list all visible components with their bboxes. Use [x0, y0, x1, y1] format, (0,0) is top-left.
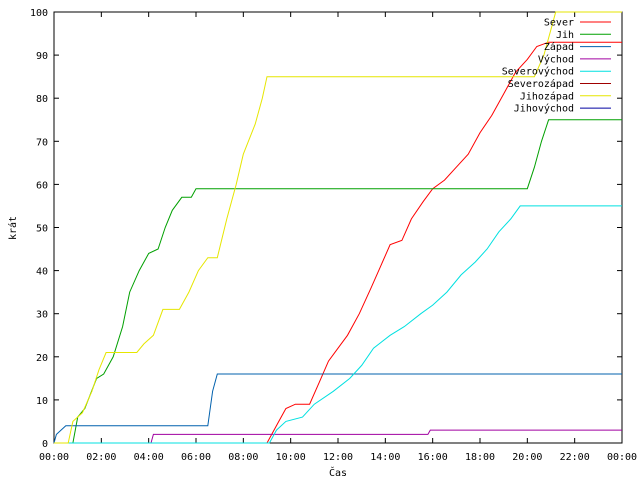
- x-tick-label: 22:00: [560, 452, 590, 463]
- x-tick-label: 02:00: [86, 452, 116, 463]
- y-tick-label: 50: [36, 224, 48, 235]
- y-tick-label: 20: [36, 353, 48, 364]
- x-tick-label: 12:00: [323, 452, 353, 463]
- legend-label: Západ: [544, 41, 574, 53]
- y-tick-label: 60: [36, 180, 48, 191]
- legend-label: Jih: [556, 30, 574, 41]
- legend-label: Sever: [544, 18, 574, 29]
- series-line: [54, 119, 622, 444]
- series-line: [54, 11, 622, 444]
- y-tick-label: 40: [36, 267, 48, 278]
- x-tick-label: 06:00: [181, 452, 211, 463]
- y-tick-label: 10: [36, 396, 48, 407]
- y-tick-label: 100: [30, 8, 48, 19]
- legend-label: Jihovýchod: [514, 103, 574, 115]
- series-line: [54, 41, 622, 444]
- y-tick-label: 80: [36, 94, 48, 105]
- legend-label: Jihozápad: [520, 90, 574, 102]
- x-tick-label: 14:00: [370, 452, 400, 463]
- x-tick-label: 20:00: [512, 452, 542, 463]
- y-tick-label: 90: [36, 51, 48, 62]
- series-lines: [53, 11, 622, 444]
- y-tick-label: 0: [42, 439, 48, 450]
- axis-ticks: 00:00 02:00 04:00 06:00 08:00 10:00 12:00 14:00…: [30, 8, 637, 463]
- x-tick-label: 00:00: [607, 452, 637, 463]
- y-tick-label: 70: [36, 137, 48, 148]
- series-line: [53, 373, 622, 444]
- x-tick-label: 00:00: [39, 452, 69, 463]
- x-tick-label: 08:00: [228, 452, 258, 463]
- legend-label: Severozápad: [508, 78, 574, 90]
- x-tick-label: 04:00: [134, 452, 164, 463]
- legend-label: Východ: [538, 53, 574, 65]
- legend: SeverJihZápadVýchodSeverovýchodSeverozáp…: [502, 18, 611, 115]
- x-tick-label: 18:00: [465, 452, 495, 463]
- legend-label: Severovýchod: [502, 66, 574, 78]
- y-tick-label: 30: [36, 310, 48, 321]
- y-axis-label: krát: [7, 216, 19, 240]
- series-line: [54, 205, 622, 444]
- x-tick-label: 16:00: [418, 452, 448, 463]
- x-axis-label: Čas: [329, 466, 347, 479]
- x-tick-label: 10:00: [276, 452, 306, 463]
